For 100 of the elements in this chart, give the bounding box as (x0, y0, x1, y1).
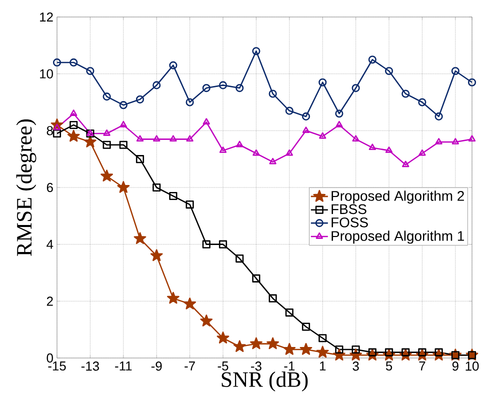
point (418, 98, 426, 106)
point (352, 345, 360, 354)
point (468, 78, 476, 86)
point (153, 135, 160, 142)
point (435, 138, 442, 144)
point (169, 61, 178, 70)
point (316, 346, 329, 358)
point (384, 66, 394, 76)
point (186, 98, 194, 106)
legend-label: FOSS (332, 217, 368, 228)
point (418, 149, 426, 156)
point (384, 348, 394, 356)
x-tick-label: -11 (115, 362, 132, 370)
point (252, 47, 260, 56)
point (218, 240, 228, 248)
point (335, 110, 344, 118)
point (119, 101, 128, 110)
point (152, 183, 161, 192)
point (186, 200, 194, 209)
point (202, 240, 210, 248)
point (134, 232, 146, 244)
point (402, 348, 410, 356)
point (318, 78, 327, 86)
point (169, 192, 178, 200)
point (302, 322, 310, 331)
point (136, 95, 144, 104)
point (368, 56, 376, 64)
y-tick-label: 10 (40, 69, 53, 78)
x-tick-label: -1 (284, 362, 295, 370)
y-tick-label: 4 (46, 240, 54, 249)
x-tick-label: -5 (218, 362, 228, 371)
point (216, 332, 230, 344)
point (252, 274, 260, 282)
point (119, 140, 128, 149)
point (368, 144, 376, 150)
x-tick-label: 1 (320, 362, 326, 370)
x-tick-label: 9 (452, 362, 458, 371)
point (67, 130, 80, 142)
x-tick-label: -7 (184, 362, 195, 370)
point (170, 135, 177, 142)
point (252, 149, 260, 156)
point (219, 146, 227, 153)
point (285, 308, 294, 317)
point (434, 348, 443, 356)
point (70, 58, 78, 66)
x-tick-label: 5 (386, 362, 392, 371)
y-tick-label: 6 (46, 182, 53, 192)
point (336, 120, 343, 128)
point (468, 135, 476, 142)
point (152, 81, 161, 90)
x-tick-label: 3 (352, 362, 359, 371)
point (233, 340, 246, 352)
point (385, 146, 393, 153)
point (418, 348, 426, 356)
point (53, 124, 61, 130)
point (236, 254, 244, 263)
point (102, 92, 111, 101)
y-tick-label: 12 (40, 12, 53, 22)
legend-label: FBSS (332, 204, 366, 214)
point (84, 136, 96, 148)
y-tick-label: 8 (46, 126, 53, 136)
point (268, 294, 277, 302)
point (70, 120, 78, 130)
point (102, 140, 111, 149)
point (286, 149, 293, 156)
x-tick-label: 7 (419, 362, 426, 370)
x-tick-label: -15 (48, 362, 66, 371)
point (202, 118, 210, 124)
point (302, 112, 310, 120)
point (136, 155, 144, 164)
legend-label: Proposed Algorithm 2 (332, 190, 464, 204)
point (368, 348, 376, 356)
point (300, 343, 312, 355)
point (266, 337, 279, 350)
point (319, 132, 326, 139)
point (184, 298, 196, 310)
point (236, 140, 244, 148)
point (100, 170, 113, 182)
point (52, 58, 62, 66)
point (402, 90, 410, 98)
point (269, 158, 276, 164)
x-tick-label: 10 (466, 362, 479, 371)
point (268, 90, 277, 98)
x-tick-label: -13 (81, 362, 99, 371)
point (335, 345, 344, 354)
point (103, 129, 110, 136)
point (318, 334, 327, 342)
point (285, 106, 294, 115)
point (352, 135, 360, 142)
x-tick-label: -9 (151, 362, 162, 371)
point (434, 112, 443, 120)
point (250, 337, 262, 350)
point (70, 110, 78, 116)
point (136, 135, 144, 142)
point (302, 126, 310, 134)
point (218, 81, 228, 90)
point (451, 66, 460, 76)
point (167, 292, 180, 304)
point (452, 138, 459, 144)
point (52, 129, 62, 138)
